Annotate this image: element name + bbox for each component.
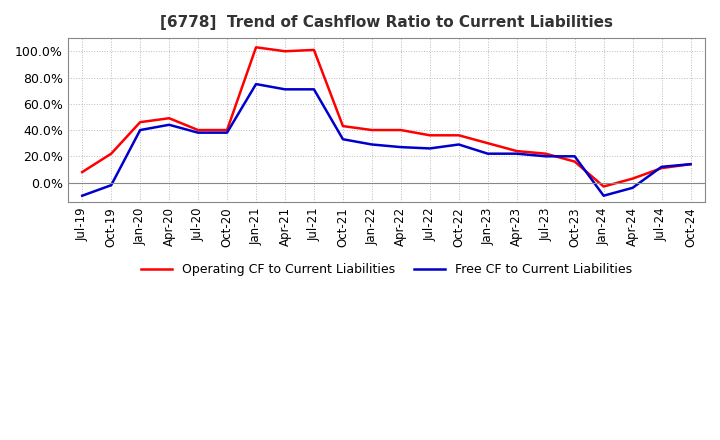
Free CF to Current Liabilities (310, 87, 318, 92)
Operating CF to Current Liabilities (686, 161, 695, 167)
Operating CF to Current Liabilities (570, 159, 579, 164)
Operating CF to Current Liabilities (426, 132, 434, 138)
Free CF to Current Liabilities (599, 193, 608, 198)
Operating CF to Current Liabilities (252, 45, 261, 50)
Free CF to Current Liabilities (165, 122, 174, 128)
Line: Operating CF to Current Liabilities: Operating CF to Current Liabilities (82, 48, 690, 187)
Operating CF to Current Liabilities (397, 128, 405, 133)
Free CF to Current Liabilities (629, 185, 637, 191)
Free CF to Current Liabilities (281, 87, 289, 92)
Free CF to Current Liabilities (136, 128, 145, 133)
Free CF to Current Liabilities (686, 161, 695, 167)
Free CF to Current Liabilities (483, 151, 492, 156)
Line: Free CF to Current Liabilities: Free CF to Current Liabilities (82, 84, 690, 196)
Free CF to Current Liabilities (368, 142, 377, 147)
Operating CF to Current Liabilities (599, 184, 608, 189)
Operating CF to Current Liabilities (281, 48, 289, 54)
Free CF to Current Liabilities (338, 136, 347, 142)
Free CF to Current Liabilities (454, 142, 463, 147)
Free CF to Current Liabilities (570, 154, 579, 159)
Operating CF to Current Liabilities (541, 151, 550, 156)
Operating CF to Current Liabilities (657, 165, 666, 171)
Operating CF to Current Liabilities (107, 151, 115, 156)
Free CF to Current Liabilities (222, 130, 231, 136)
Operating CF to Current Liabilities (513, 148, 521, 154)
Operating CF to Current Liabilities (368, 128, 377, 133)
Free CF to Current Liabilities (397, 144, 405, 150)
Operating CF to Current Liabilities (310, 47, 318, 52)
Free CF to Current Liabilities (252, 81, 261, 87)
Operating CF to Current Liabilities (194, 128, 202, 133)
Operating CF to Current Liabilities (78, 169, 86, 175)
Free CF to Current Liabilities (107, 183, 115, 188)
Free CF to Current Liabilities (657, 164, 666, 169)
Free CF to Current Liabilities (541, 154, 550, 159)
Operating CF to Current Liabilities (222, 128, 231, 133)
Operating CF to Current Liabilities (165, 116, 174, 121)
Operating CF to Current Liabilities (136, 120, 145, 125)
Operating CF to Current Liabilities (454, 132, 463, 138)
Operating CF to Current Liabilities (483, 140, 492, 146)
Free CF to Current Liabilities (426, 146, 434, 151)
Free CF to Current Liabilities (513, 151, 521, 156)
Title: [6778]  Trend of Cashflow Ratio to Current Liabilities: [6778] Trend of Cashflow Ratio to Curren… (160, 15, 613, 30)
Legend: Operating CF to Current Liabilities, Free CF to Current Liabilities: Operating CF to Current Liabilities, Fre… (135, 258, 637, 282)
Operating CF to Current Liabilities (629, 176, 637, 181)
Operating CF to Current Liabilities (338, 124, 347, 129)
Free CF to Current Liabilities (78, 193, 86, 198)
Free CF to Current Liabilities (194, 130, 202, 136)
